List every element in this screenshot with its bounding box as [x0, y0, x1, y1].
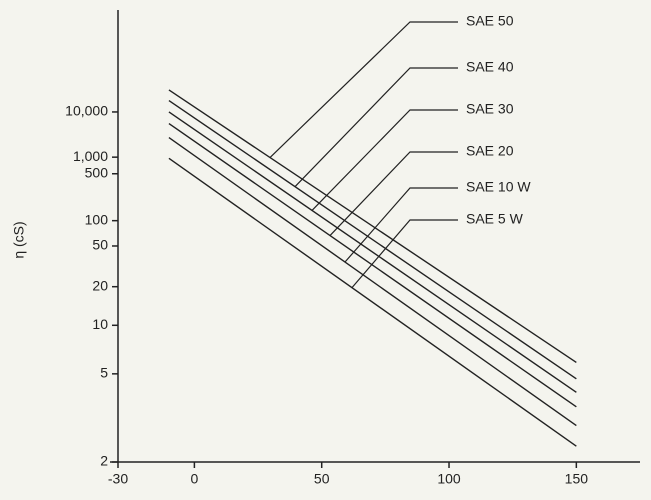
chart: η (cS) 10,000 1,000500 100 50 20 10 5 2-30 0 50 10…	[0, 0, 651, 500]
y-axis-label: η (cS)	[11, 221, 27, 258]
y-tick-label: 500	[85, 164, 109, 180]
x-tick-label: 100	[437, 471, 461, 487]
series-label: SAE 20	[466, 143, 514, 159]
series-label: SAE 40	[466, 59, 514, 75]
series-line	[169, 158, 576, 446]
y-tick-label: 10,000	[65, 103, 108, 119]
y-tick-label: 10	[92, 316, 108, 332]
y-tick-label: 1,000	[73, 148, 108, 164]
y-tick-label: 100	[85, 211, 109, 227]
leader-line	[270, 22, 458, 158]
series-line	[169, 112, 576, 392]
series-label: SAE 30	[466, 101, 514, 117]
series-label: SAE 50	[466, 13, 514, 29]
y-tick-label: 50	[92, 237, 108, 253]
x-tick-label: 50	[314, 471, 330, 487]
x-tick-label: -30	[108, 471, 128, 487]
leader-line	[295, 68, 458, 187]
x-tick-label: 150	[565, 471, 589, 487]
series-label: SAE 5 W	[466, 211, 524, 227]
y-tick-label: 2	[100, 453, 108, 469]
leader-line	[345, 188, 458, 262]
x-tick-label: 0	[190, 471, 198, 487]
y-tick-label: 20	[92, 277, 108, 293]
y-tick-label: 5	[100, 365, 108, 381]
leader-line	[312, 110, 458, 210]
series-line	[169, 124, 576, 407]
series-line	[169, 101, 576, 379]
series-label: SAE 10 W	[466, 179, 531, 195]
